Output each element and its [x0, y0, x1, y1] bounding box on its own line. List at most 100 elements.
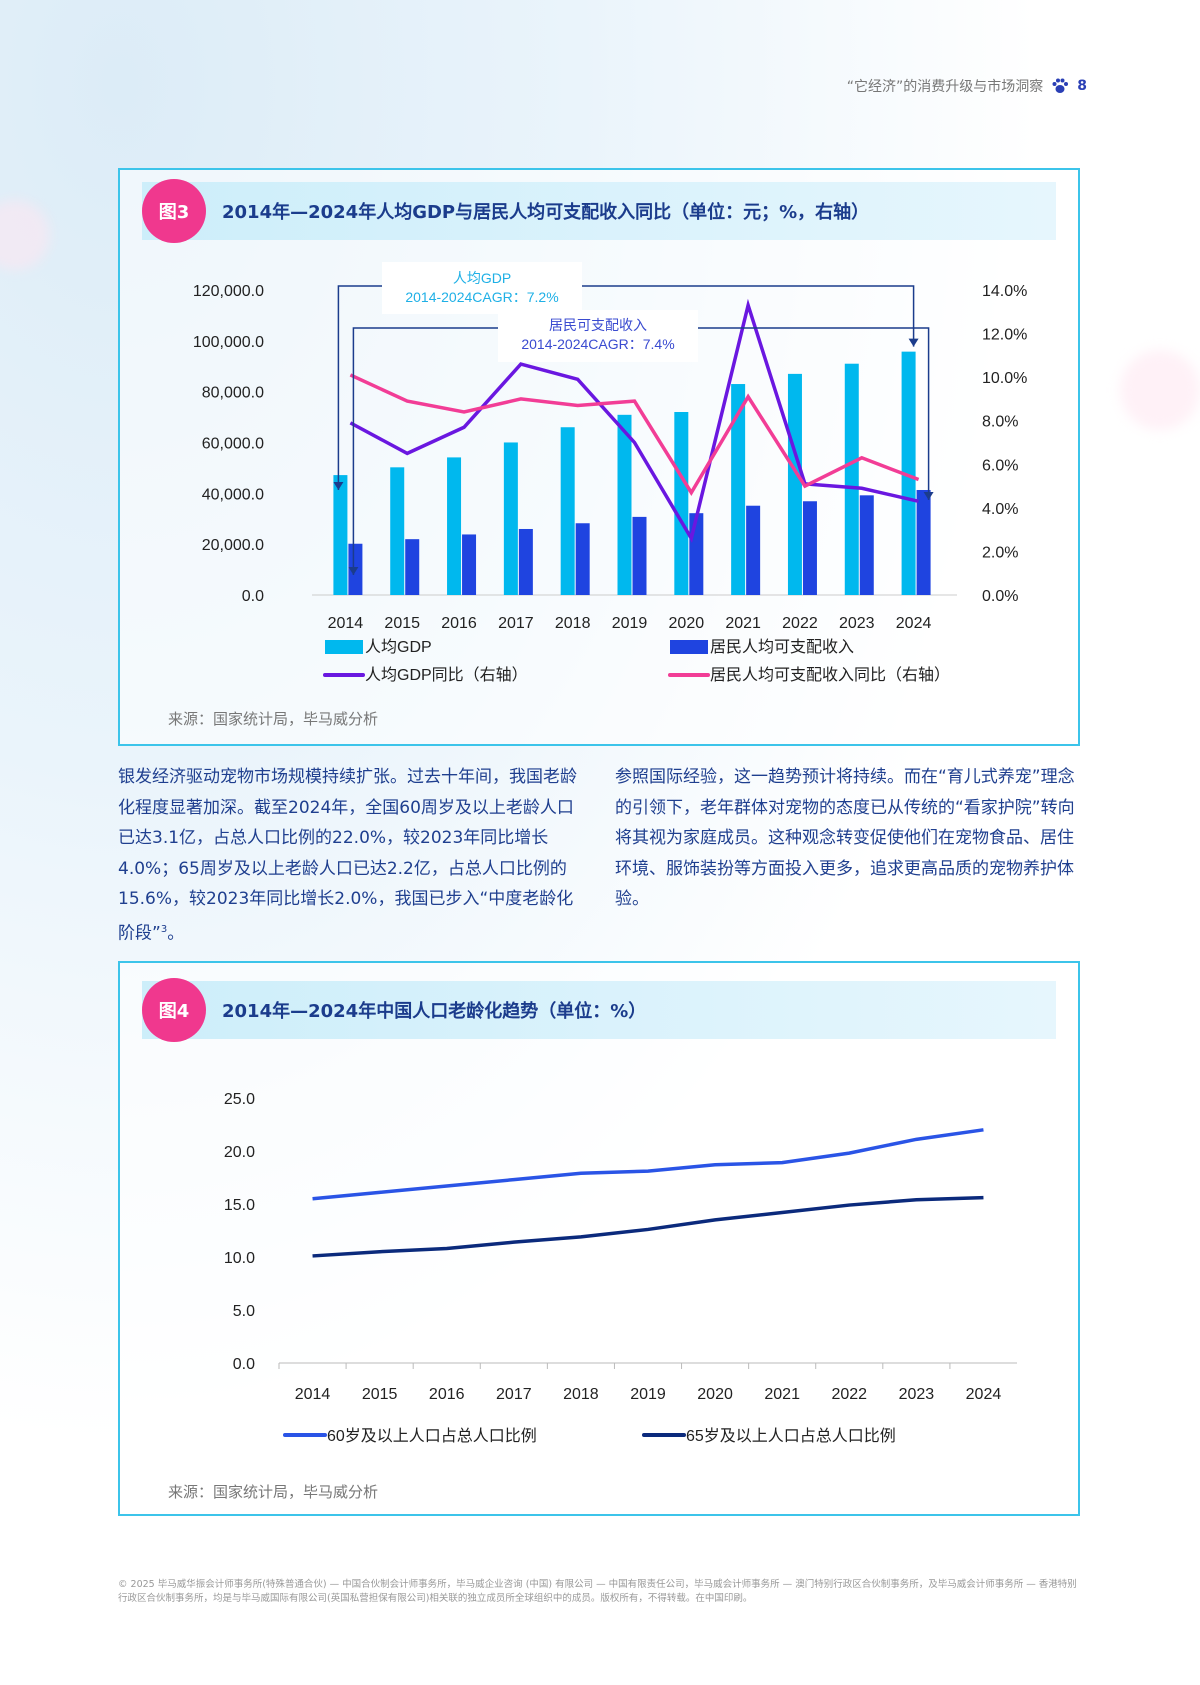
body-paragraph-left: 银发经济驱动宠物市场规模持续扩张。过去十年间，我国老龄化程度显著加深。截至202… [118, 762, 588, 949]
bar-gdp [674, 412, 689, 595]
bokeh-decoration [0, 200, 50, 270]
y-tick-label: 10.0 [224, 1250, 255, 1267]
x-tick-label: 2017 [496, 1386, 532, 1403]
x-tick-label: 2020 [697, 1386, 733, 1403]
figure-source: 来源：国家统计局，毕马威分析 [168, 710, 379, 728]
y-tick-label: 20.0 [224, 1144, 255, 1161]
bar-gdp [901, 351, 916, 595]
y-tick-label: 100,000.0 [193, 334, 264, 351]
figure-4: 图4 2014年—2024年中国人口老龄化趋势（单位：%） 0.0 5.0 10.0… [118, 961, 1080, 1516]
footnote-ref[interactable]: 3 [160, 923, 168, 935]
legend-label: 居民人均可支配收入同比（右轴） [710, 666, 950, 684]
y2-tick-label: 8.0% [982, 414, 1018, 431]
x-tick-label: 2022 [782, 615, 818, 632]
y2-tick-label: 6.0% [982, 457, 1018, 474]
y-tick-label: 25.0 [224, 1091, 255, 1108]
x-tick-label: 2024 [966, 1386, 1002, 1403]
y-tick-label: 40,000.0 [202, 486, 264, 503]
figure-4-titlebar: 图4 2014年—2024年中国人口老龄化趋势（单位：%） [142, 978, 1056, 1042]
legend-label: 人均GDP [365, 638, 432, 656]
line-65plus [312, 1195, 984, 1258]
x-tick-label: 2016 [441, 615, 477, 632]
x-tick-label: 2018 [555, 615, 591, 632]
figure-badge: 图3 [142, 179, 206, 243]
x-tick-label: 2017 [498, 615, 534, 632]
x-tick-label: 2022 [831, 1386, 867, 1403]
arrow-head-icon [348, 567, 359, 575]
bar-gdp [503, 442, 518, 595]
x-tick-label: 2016 [429, 1386, 465, 1403]
x-tick-label: 2023 [899, 1386, 935, 1403]
bar-income [802, 501, 817, 595]
annotation-label: 人均GDP [453, 270, 511, 286]
x-tick-label: 2024 [896, 615, 932, 632]
arrow-head-icon [923, 492, 934, 500]
legend-swatch [325, 640, 363, 654]
legend-label: 65岁及以上人口占总人口比例 [686, 1427, 896, 1445]
bar-gdp [617, 414, 632, 595]
bar-income [405, 539, 420, 595]
bar-income [859, 495, 874, 595]
legend-label: 60岁及以上人口占总人口比例 [327, 1427, 537, 1445]
arrow-head-icon [333, 482, 344, 490]
cagr-arrow-gdp [337, 285, 915, 490]
x-tick-label: 2021 [725, 615, 761, 632]
y2-tick-label: 0.0% [982, 588, 1018, 605]
bar-gdp [844, 363, 859, 595]
running-header: “它经济”的消费升级与市场洞察 8 [847, 76, 1087, 96]
legend-swatch [670, 640, 708, 654]
figure-3-titlebar: 图3 2014年—2024年人均GDP与居民人均可支配收入同比（单位：元；%，右… [142, 179, 1056, 243]
x-tick-label: 2018 [563, 1386, 599, 1403]
y-tick-label: 60,000.0 [202, 436, 264, 453]
x-tick-label: 2020 [669, 615, 705, 632]
line-income-growth [349, 373, 920, 496]
y-tick-label: 120,000.0 [193, 283, 264, 300]
x-tick-label: 2014 [328, 615, 364, 632]
line-gdp-growth [349, 298, 919, 543]
y-tick-label: 20,000.0 [202, 537, 264, 554]
y2-tick-label: 10.0% [982, 370, 1027, 387]
annotation-text: 2014-2024CAGR：7.2% [405, 289, 558, 305]
annotation-text: 2014-2024CAGR：7.4% [521, 336, 674, 352]
bar-income [575, 523, 590, 595]
y-tick-label: 15.0 [224, 1197, 255, 1214]
page-number: 8 [1077, 78, 1087, 94]
x-tick-label: 2015 [362, 1386, 398, 1403]
bar-income [746, 505, 761, 595]
bar-gdp [731, 384, 746, 595]
x-tick-label: 2021 [764, 1386, 800, 1403]
y-tick-label: 0.0 [242, 588, 264, 605]
arrow-head-icon [908, 338, 919, 347]
y2-tick-label: 12.0% [982, 327, 1027, 344]
x-tick-label: 2023 [839, 615, 875, 632]
legend-label: 居民人均可支配收入 [710, 638, 854, 656]
copyright-footer: © 2025 毕马威华振会计师事务所(特殊普通合伙) — 中国合伙制会计师事务所… [118, 1579, 1077, 1604]
figure-title: 2014年—2024年人均GDP与居民人均可支配收入同比（单位：元；%，右轴） [222, 202, 870, 223]
bar-income [632, 516, 647, 595]
line-60plus [312, 1128, 984, 1201]
figure-title: 2014年—2024年中国人口老龄化趋势（单位：%） [222, 1001, 647, 1022]
bar-gdp [787, 373, 802, 595]
figure-badge: 图4 [142, 978, 206, 1042]
bar-gdp [390, 467, 405, 595]
legend-label: 人均GDP同比（右轴） [365, 666, 528, 684]
figure-3: 图3 2014年—2024年人均GDP与居民人均可支配收入同比（单位：元；%，右… [118, 168, 1080, 746]
paragraph-text: 银发经济驱动宠物市场规模持续扩张。过去十年间，我国老龄化程度显著加深。截至202… [118, 767, 577, 944]
bar-income [916, 489, 931, 595]
paragraph-end: 。 [167, 923, 185, 944]
annotation-label: 居民可支配收入 [549, 317, 647, 333]
bokeh-decoration [1120, 350, 1200, 430]
y-tick-label: 80,000.0 [202, 385, 264, 402]
y-tick-label: 5.0 [233, 1303, 255, 1320]
paw-icon [1052, 78, 1069, 93]
x-tick-label: 2019 [612, 615, 648, 632]
bar-gdp [333, 475, 348, 595]
annotation-box [498, 310, 698, 362]
aging-trend-chart: 0.0 5.0 10.0 15.0 20.0 25.0 2014 2015 2016 2017 20… [224, 1091, 1017, 1445]
bar-income [689, 513, 704, 595]
figure-source: 来源：国家统计局，毕马威分析 [168, 1483, 379, 1501]
y2-tick-label: 14.0% [982, 283, 1027, 300]
x-tick-label: 2015 [384, 615, 420, 632]
body-paragraph-right: 参照国际经验，这一趋势预计将持续。而在“育儿式养宠”理念的引领下，老年群体对宠物… [615, 767, 1075, 909]
y-tick-label: 0.0 [233, 1356, 255, 1373]
